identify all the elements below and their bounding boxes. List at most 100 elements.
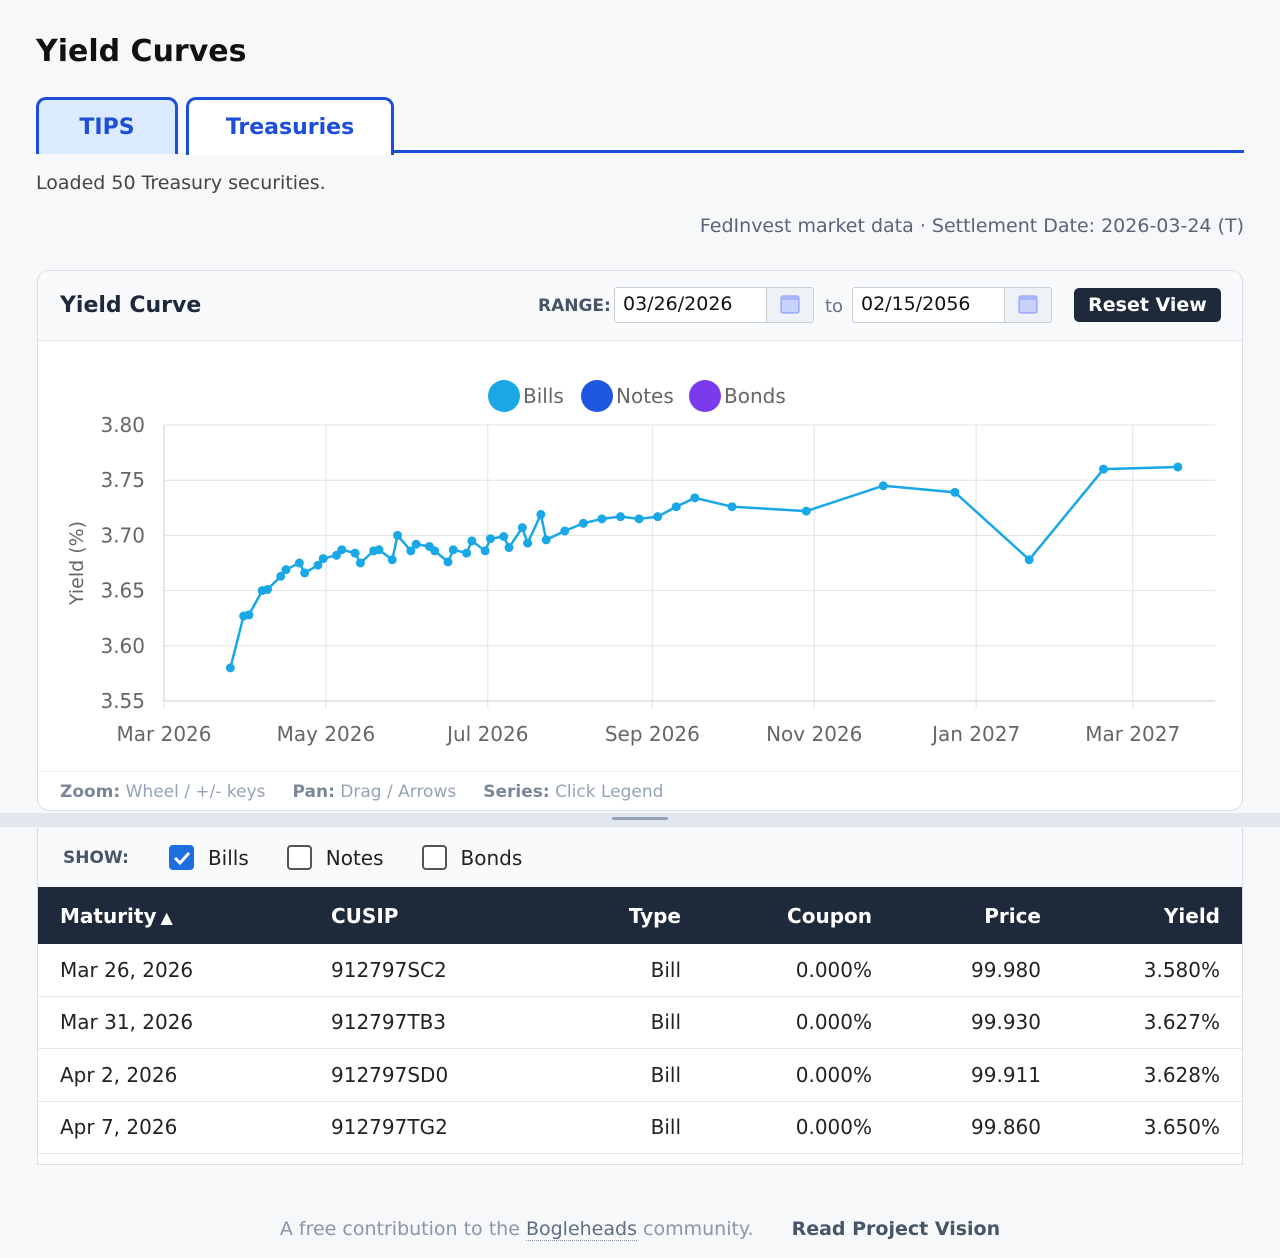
tab-active[interactable]: Treasuries bbox=[186, 97, 394, 155]
checkbox-label: Bonds bbox=[460, 845, 523, 870]
y-tick-label: 3.70 bbox=[100, 523, 145, 547]
legend-item[interactable]: Bills bbox=[488, 380, 564, 412]
data-point bbox=[671, 502, 681, 512]
series-line bbox=[229, 465, 1178, 669]
table-panel: SHOW: Bills Notes Bonds Maturity ▲ CUSIP Type C… bbox=[37, 828, 1243, 1165]
hint: Series: Click Legend bbox=[483, 782, 663, 802]
data-point bbox=[597, 514, 607, 524]
x-tick-label: Jan 2027 bbox=[930, 722, 1020, 746]
data-point bbox=[387, 555, 397, 565]
tab[interactable]: TIPS bbox=[36, 97, 178, 154]
calendar-button[interactable] bbox=[1004, 287, 1052, 323]
table-cell: 99.911 bbox=[971, 1062, 1041, 1087]
header-cell[interactable]: Maturity ▲ bbox=[60, 904, 331, 928]
table-cell: 912797SC2 bbox=[331, 957, 447, 982]
data-point bbox=[294, 558, 304, 568]
y-tick-label: 3.55 bbox=[100, 689, 145, 713]
footer-link[interactable]: Bogleheads bbox=[525, 1218, 637, 1241]
data-point bbox=[374, 545, 384, 555]
data-point bbox=[1024, 555, 1034, 565]
legend-label: Notes bbox=[616, 384, 674, 408]
show-label: SHOW: bbox=[63, 847, 129, 868]
data-point bbox=[355, 558, 365, 568]
resizer-handle bbox=[612, 817, 668, 820]
data-point bbox=[727, 502, 737, 512]
y-tick-label: 3.65 bbox=[100, 579, 145, 603]
data-point bbox=[541, 535, 551, 545]
to-label: to bbox=[825, 296, 844, 317]
data-point bbox=[950, 487, 960, 497]
data-point bbox=[1099, 464, 1109, 474]
data-point bbox=[300, 568, 310, 578]
checkbox[interactable] bbox=[168, 845, 194, 870]
header-text: Type bbox=[628, 903, 681, 928]
checkbox[interactable] bbox=[286, 845, 312, 870]
table-cell: 912797SD0 bbox=[331, 1062, 449, 1087]
data-point bbox=[337, 545, 347, 555]
header-cell: Type bbox=[531, 904, 681, 928]
table-cell: Bill bbox=[650, 1010, 681, 1035]
data-point bbox=[448, 545, 458, 555]
panel-title: Yield Curve bbox=[60, 293, 202, 318]
date-input[interactable]: 03/26/2026 bbox=[614, 287, 767, 323]
data-point bbox=[517, 523, 527, 533]
data-point bbox=[523, 538, 533, 548]
x-tick-label: May 2026 bbox=[277, 722, 376, 746]
table-cell: Apr 7, 2026 bbox=[60, 1115, 178, 1140]
table-cell: 0.000% bbox=[795, 1010, 872, 1035]
header-text: Price bbox=[984, 903, 1041, 928]
legend-item[interactable]: Bonds bbox=[689, 380, 786, 412]
hints: Zoom: Wheel / +/- keys Pan: Drag / Arrows… bbox=[38, 771, 1242, 811]
reset-button[interactable]: Reset View bbox=[1074, 288, 1221, 322]
data-point bbox=[485, 534, 495, 544]
data-point bbox=[504, 543, 514, 553]
header-cell: Yield bbox=[1041, 904, 1220, 928]
table-cell: Bill bbox=[650, 1062, 681, 1087]
header-text: Coupon bbox=[787, 903, 872, 928]
table-cell: 3.580% bbox=[1143, 957, 1220, 982]
hint-text: Wheel / +/- keys bbox=[125, 781, 266, 802]
table-cell: Apr 2, 2026 bbox=[60, 1062, 178, 1087]
data-point bbox=[653, 512, 663, 522]
date-input[interactable]: 02/15/2056 bbox=[852, 287, 1005, 323]
checkbox-option[interactable]: Bonds bbox=[421, 845, 523, 870]
resizer[interactable] bbox=[0, 813, 1280, 827]
checkbox-label: Notes bbox=[325, 845, 384, 870]
footer-text: A free contribution to the bbox=[279, 1218, 520, 1240]
table-cell: 0.000% bbox=[795, 957, 872, 982]
calendar-icon bbox=[1018, 295, 1038, 314]
footer-text: community. bbox=[643, 1218, 754, 1240]
data-point bbox=[467, 536, 477, 546]
page-title: Yield Curves bbox=[36, 34, 247, 69]
table-cell: 912797TG2 bbox=[331, 1115, 448, 1140]
table-cell: 912797TB3 bbox=[331, 1010, 447, 1035]
table-row: Mar 31, 2026 912797TB3 Bill 0.000% 99.930 3.6… bbox=[38, 997, 1242, 1049]
vision-link[interactable]: Read Project Vision bbox=[791, 1218, 1001, 1240]
x-tick-label: Jul 2026 bbox=[445, 722, 528, 746]
table-cell: Bill bbox=[650, 1115, 681, 1140]
checkbox-option[interactable]: Bills bbox=[168, 845, 249, 870]
data-point bbox=[499, 532, 509, 542]
header-text: CUSIP bbox=[331, 903, 399, 928]
calendar-icon bbox=[780, 295, 800, 314]
data-point bbox=[350, 548, 360, 558]
data-point bbox=[480, 546, 490, 556]
data-point bbox=[690, 493, 700, 503]
legend-label: Bonds bbox=[724, 384, 786, 408]
calendar-button[interactable] bbox=[766, 287, 814, 323]
table-row: Apr 7, 2026 912797TG2 Bill 0.000% 99.860 3.65… bbox=[38, 1102, 1242, 1154]
legend-swatch bbox=[581, 380, 613, 412]
checkbox[interactable] bbox=[421, 845, 447, 870]
footer: A free contribution to the Bogleheads co… bbox=[0, 1218, 1280, 1241]
data-point bbox=[560, 526, 570, 536]
x-tick-label: Mar 2026 bbox=[117, 722, 212, 746]
x-tick-label: Mar 2027 bbox=[1085, 722, 1180, 746]
checkmark bbox=[173, 851, 191, 866]
show-bar: SHOW: Bills Notes Bonds bbox=[38, 828, 1242, 887]
hint-label: Series: bbox=[483, 781, 550, 802]
y-tick-label: 3.60 bbox=[100, 634, 145, 658]
range-label: RANGE: bbox=[538, 296, 611, 316]
legend-item[interactable]: Notes bbox=[581, 380, 674, 412]
checkbox-option[interactable]: Notes bbox=[286, 845, 384, 870]
